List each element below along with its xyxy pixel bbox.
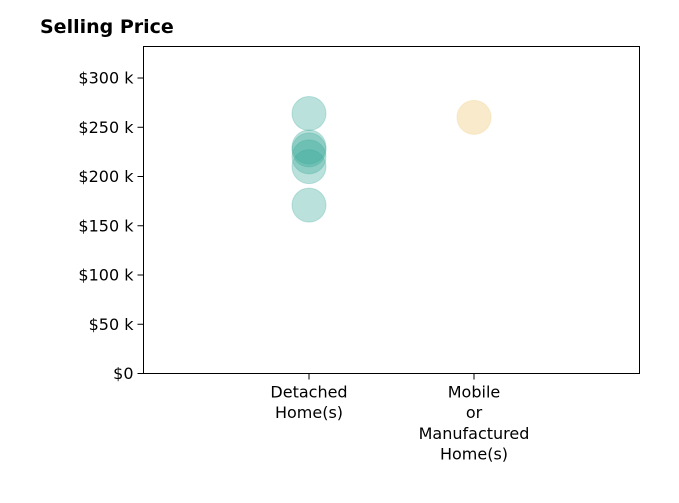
data-point xyxy=(291,132,327,168)
x-tick-label: Detached Home(s) xyxy=(270,383,347,423)
y-tick-label: $300 k xyxy=(78,69,134,88)
data-point xyxy=(291,95,327,131)
y-axis: $0 $50 k $100 k $150 k $200 k $250 k $300 k xyxy=(78,69,144,383)
x-axis: Detached Home(s) Mobile or Manufactured Home(… xyxy=(270,373,530,464)
data-point xyxy=(291,139,327,175)
chart-title: Selling Price xyxy=(40,16,174,38)
y-tick-label: $250 k xyxy=(78,118,134,137)
x-tick-label: Mobile or Manufactured Home(s) xyxy=(419,383,530,464)
data-point xyxy=(456,99,492,135)
y-tick-label: $150 k xyxy=(78,216,134,235)
y-tick-label: $200 k xyxy=(78,167,134,186)
data-point xyxy=(291,149,327,185)
plot-area xyxy=(143,46,640,374)
y-tick-label: $0 xyxy=(113,364,133,383)
data-point xyxy=(291,129,327,165)
y-tick-label: $100 k xyxy=(78,266,134,285)
y-tick-label: $50 k xyxy=(89,315,135,334)
data-point xyxy=(291,187,327,223)
data-points xyxy=(291,95,492,223)
